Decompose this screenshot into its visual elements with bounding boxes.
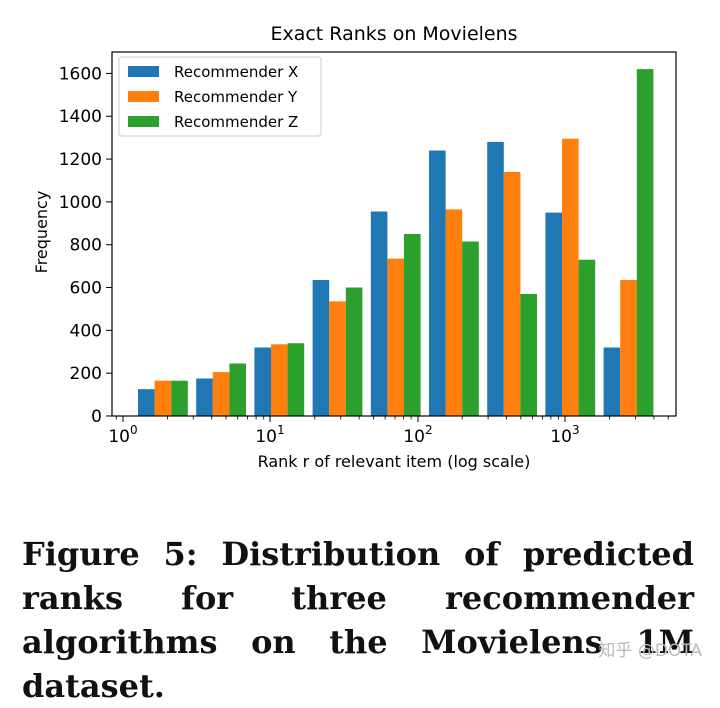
bar-recommender-y-bin-7 [503, 171, 521, 416]
bar-recommender-y-bin-2 [212, 372, 230, 416]
y-tick-label-800: 800 [70, 236, 102, 256]
axes-frame [111, 51, 677, 417]
y-tick-label-600: 600 [70, 279, 102, 299]
bar-recommender-z-bin-4 [345, 287, 363, 416]
bar-recommender-x-bin-6 [429, 150, 446, 416]
x-axis-label: Rank r of relevant item (log scale) [258, 452, 531, 471]
bar-recommender-z-bin-7 [520, 294, 537, 416]
legend-label-y: Recommender Y [174, 88, 298, 106]
bar-recommender-x-bin-3 [254, 347, 271, 416]
bar-recommender-y-bin-6 [445, 209, 463, 416]
legend: Recommender X Recommender Y Recommender … [118, 56, 322, 137]
watermark: 知乎 @DOTA [598, 641, 702, 661]
bar-recommender-z-bin-9 [636, 69, 654, 416]
y-tick-label-1200: 1200 [59, 150, 102, 170]
bar-recommender-y-bin-1 [154, 380, 172, 416]
chart: Exact Ranks on Movielens 0 200 400 600 800 10… [32, 23, 677, 471]
x-tick-label-1e0: 100 [108, 423, 137, 447]
x-axis-tick-labels: 100 101 102 103 [108, 423, 579, 447]
bar-recommender-y-bin-5 [387, 258, 404, 416]
bars [138, 69, 654, 416]
bar-recommender-x-bin-5 [370, 211, 388, 416]
bar-recommender-y-bin-9 [620, 280, 637, 416]
bar-recommender-z-bin-3 [287, 343, 305, 416]
x-tick-label-1e1: 101 [255, 423, 284, 447]
legend-label-z: Recommender Z [174, 113, 298, 131]
y-axis-ticks: 0 200 400 600 800 1000 1200 1400 1600 [59, 64, 112, 427]
bar-recommender-x-bin-9 [603, 347, 621, 416]
legend-box [118, 56, 322, 137]
legend-label-x: Recommender X [174, 63, 298, 81]
legend-swatch-y [128, 91, 159, 102]
bar-recommender-y-bin-3 [271, 344, 288, 416]
x-tick-label-1e2: 102 [403, 423, 432, 447]
bar-recommender-x-bin-7 [487, 141, 504, 416]
legend-swatch-z [128, 116, 159, 127]
bar-recommender-z-bin-2 [229, 363, 246, 416]
y-tick-label-1600: 1600 [59, 64, 102, 84]
y-tick-label-400: 400 [70, 321, 102, 341]
axes [111, 51, 677, 422]
bar-recommender-z-bin-6 [462, 241, 479, 416]
bar-recommender-x-bin-4 [312, 280, 330, 416]
y-tick-label-200: 200 [70, 364, 102, 384]
chart-title: Exact Ranks on Movielens [270, 23, 517, 45]
bar-recommender-x-bin-1 [138, 389, 155, 416]
y-tick-label-0: 0 [91, 407, 102, 427]
y-tick-label-1400: 1400 [59, 107, 102, 127]
legend-swatch-x [128, 66, 159, 77]
bar-recommender-z-bin-8 [578, 259, 596, 416]
y-axis-label: Frequency [32, 191, 51, 274]
bar-recommender-y-bin-8 [562, 138, 579, 416]
bar-recommender-x-bin-8 [545, 212, 562, 416]
bar-recommender-y-bin-4 [329, 301, 346, 416]
bar-recommender-z-bin-5 [404, 234, 421, 416]
x-tick-label-1e3: 103 [550, 423, 579, 447]
figure-caption: Figure 5: Distribution of predicted rank… [22, 535, 694, 705]
bar-recommender-z-bin-1 [171, 380, 188, 416]
y-tick-label-1000: 1000 [59, 193, 102, 213]
bar-recommender-x-bin-2 [196, 378, 213, 416]
